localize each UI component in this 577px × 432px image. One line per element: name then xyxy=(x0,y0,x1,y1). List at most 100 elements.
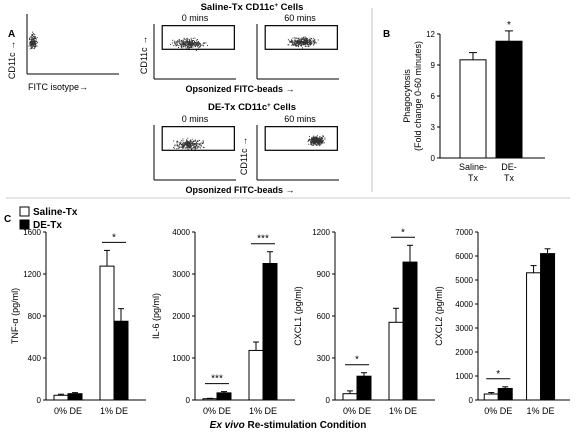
event-dot xyxy=(189,146,191,148)
event-dot xyxy=(197,42,199,43)
event-dot xyxy=(197,145,199,147)
event-dot xyxy=(309,41,311,43)
event-dot xyxy=(186,145,188,147)
event-dot xyxy=(177,145,179,147)
event-dot xyxy=(306,39,308,41)
event-dot xyxy=(297,40,299,42)
y-tick-label: 9 xyxy=(431,61,436,70)
event-dot xyxy=(33,47,35,49)
event-dot xyxy=(193,146,195,148)
event-dot xyxy=(194,140,195,142)
event-dot xyxy=(190,47,192,48)
event-dot xyxy=(203,43,205,44)
significance-marker: * xyxy=(401,227,405,238)
x-tick-label: Tx xyxy=(504,173,514,183)
event-dot xyxy=(178,45,180,46)
event-dot xyxy=(195,39,197,41)
event-dot xyxy=(322,136,324,138)
event-dot xyxy=(29,48,31,50)
event-dot xyxy=(31,40,33,42)
event-dot xyxy=(187,141,189,143)
event-dot xyxy=(297,42,299,44)
event-dot xyxy=(304,43,306,45)
event-dot xyxy=(311,38,312,39)
event-dot xyxy=(291,42,293,44)
event-dot xyxy=(196,44,198,46)
event-dot xyxy=(313,137,315,139)
event-dot xyxy=(185,142,186,144)
event-dot xyxy=(314,136,316,138)
event-dot xyxy=(324,138,326,140)
event-dot xyxy=(290,40,292,42)
event-dot xyxy=(193,140,195,142)
event-dot xyxy=(178,43,180,45)
event-dot xyxy=(194,42,196,44)
event-dot xyxy=(194,140,196,142)
event-dot xyxy=(309,37,311,39)
event-dot xyxy=(188,41,190,43)
event-dot xyxy=(199,43,201,44)
event-dot xyxy=(289,42,291,44)
event-dot xyxy=(179,142,181,144)
event-dot xyxy=(189,142,191,144)
event-dot xyxy=(175,43,177,45)
event-dot xyxy=(186,40,188,42)
event-dot xyxy=(189,43,191,45)
event-dot xyxy=(173,147,174,149)
event-dot xyxy=(297,37,299,39)
event-dot xyxy=(294,39,296,41)
de-60min-plot xyxy=(256,125,339,181)
bar-DE-Tx-0% DE xyxy=(356,375,372,401)
event-dot xyxy=(197,45,198,47)
event-dot xyxy=(175,44,177,46)
event-dot xyxy=(184,42,186,44)
chart-C1: 0 400 800 1200 1600 TNF-α (pg/ml) 0% DE 1% DE * xyxy=(10,228,146,416)
event-dot xyxy=(189,42,191,44)
event-dot xyxy=(307,44,309,46)
event-dot xyxy=(29,42,31,44)
event-dot xyxy=(186,147,188,149)
event-dot xyxy=(197,41,199,43)
bar-Saline-Tx-1% DE xyxy=(248,349,264,401)
y-tick-label: 1000 xyxy=(455,372,473,381)
event-dot xyxy=(308,138,310,140)
saline-time-60: 60 mins xyxy=(284,13,316,23)
event-dot xyxy=(303,44,305,46)
event-dot xyxy=(305,42,307,44)
event-dot xyxy=(301,37,303,39)
event-dot xyxy=(179,143,180,145)
event-dot xyxy=(296,43,297,44)
event-dot xyxy=(298,39,300,41)
event-dot xyxy=(195,143,197,145)
event-dot xyxy=(300,42,302,44)
event-dot xyxy=(303,42,305,44)
event-dot xyxy=(178,47,179,48)
event-dot xyxy=(190,42,192,44)
significance-marker: * xyxy=(507,20,511,31)
event-dot xyxy=(28,45,30,47)
event-dot xyxy=(308,143,310,145)
event-dot xyxy=(293,44,295,46)
event-dot xyxy=(322,141,324,143)
event-dot xyxy=(185,42,187,44)
event-dot xyxy=(191,142,193,144)
event-dot xyxy=(190,145,192,147)
event-dot xyxy=(175,42,177,44)
event-dot xyxy=(302,38,304,40)
event-dot xyxy=(34,38,35,40)
event-dot xyxy=(190,45,192,47)
event-dot xyxy=(197,43,199,45)
chart-C2: 0 1000 2000 3000 4000 IL-6 (pg/ml) 0% DE *** 1% … xyxy=(151,228,295,416)
event-dot xyxy=(32,43,34,45)
event-dot xyxy=(174,144,176,146)
event-dot xyxy=(191,40,193,42)
event-dot xyxy=(176,140,178,142)
y-axis-label: IL-6 (pg/ml) xyxy=(151,293,161,339)
event-dot xyxy=(303,39,305,41)
x-tick-label: 1% DE xyxy=(527,406,555,416)
event-dot xyxy=(189,147,191,149)
event-dot xyxy=(196,43,198,45)
event-dot xyxy=(300,44,302,46)
event-dot xyxy=(291,40,293,42)
